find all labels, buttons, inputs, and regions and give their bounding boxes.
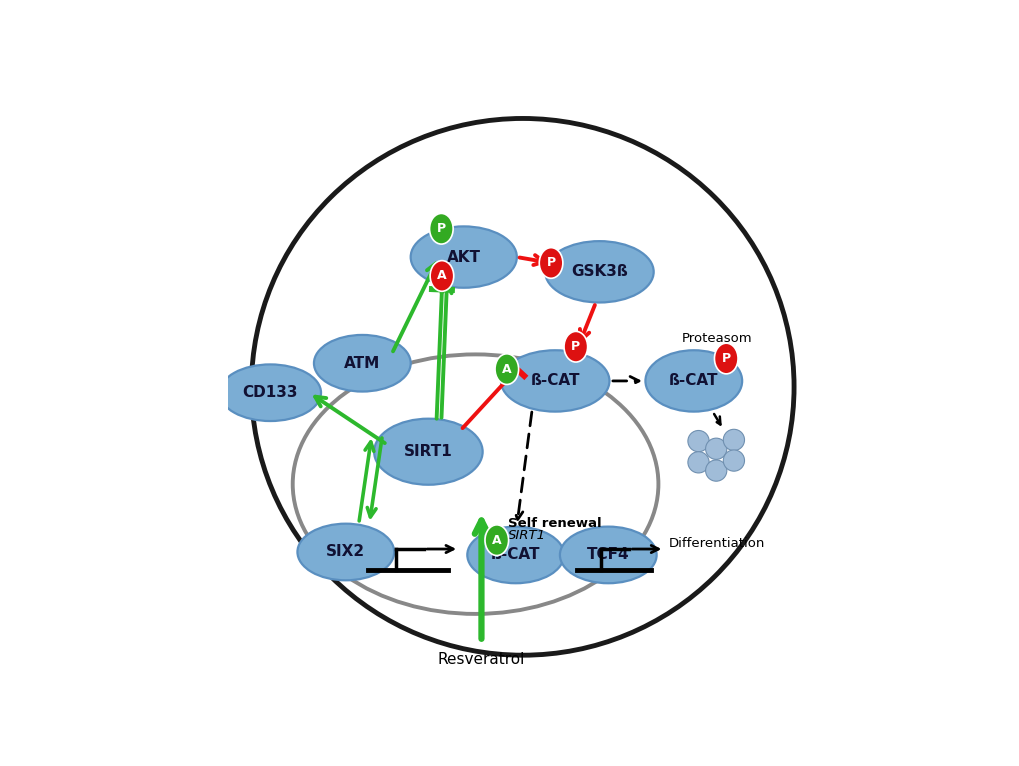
Text: TCF4: TCF4 — [586, 548, 629, 562]
Ellipse shape — [722, 450, 744, 471]
Text: P: P — [721, 352, 730, 365]
Text: GSK3ß: GSK3ß — [571, 264, 627, 280]
Ellipse shape — [705, 438, 727, 460]
Ellipse shape — [252, 119, 793, 655]
Ellipse shape — [494, 354, 518, 385]
Text: Resveratrol: Resveratrol — [437, 652, 525, 667]
Ellipse shape — [219, 365, 321, 421]
Text: CD133: CD133 — [243, 385, 298, 400]
Text: Proteasom: Proteasom — [682, 332, 752, 345]
Text: AKT: AKT — [446, 250, 480, 264]
Ellipse shape — [430, 260, 453, 291]
Ellipse shape — [564, 332, 587, 362]
Text: P: P — [436, 222, 445, 235]
Ellipse shape — [539, 247, 562, 278]
Text: Self renewal: Self renewal — [507, 517, 601, 530]
Ellipse shape — [298, 524, 393, 581]
Ellipse shape — [292, 355, 657, 614]
Text: A: A — [501, 362, 512, 375]
Text: ß-CAT: ß-CAT — [668, 374, 717, 388]
Ellipse shape — [411, 227, 517, 288]
Text: P: P — [571, 340, 580, 353]
Text: ATM: ATM — [343, 355, 380, 371]
Text: SIRT1: SIRT1 — [507, 529, 545, 542]
Ellipse shape — [705, 460, 727, 481]
Text: SIRT1: SIRT1 — [404, 444, 452, 459]
Ellipse shape — [713, 343, 738, 374]
Ellipse shape — [687, 430, 708, 452]
Text: P: P — [546, 257, 555, 270]
Text: ß-CAT: ß-CAT — [490, 548, 540, 562]
Text: Differentiation: Differentiation — [668, 537, 764, 550]
Text: SIX2: SIX2 — [326, 545, 365, 559]
Ellipse shape — [722, 429, 744, 450]
Ellipse shape — [374, 419, 482, 485]
Ellipse shape — [467, 526, 564, 583]
Ellipse shape — [314, 335, 411, 391]
Ellipse shape — [559, 526, 656, 583]
Ellipse shape — [500, 350, 609, 411]
Text: A: A — [437, 270, 446, 283]
Ellipse shape — [429, 214, 452, 244]
Ellipse shape — [484, 525, 508, 555]
Ellipse shape — [544, 241, 653, 303]
Ellipse shape — [687, 452, 708, 473]
Ellipse shape — [645, 350, 742, 411]
Text: ß-CAT: ß-CAT — [530, 374, 580, 388]
Text: A: A — [491, 534, 501, 547]
